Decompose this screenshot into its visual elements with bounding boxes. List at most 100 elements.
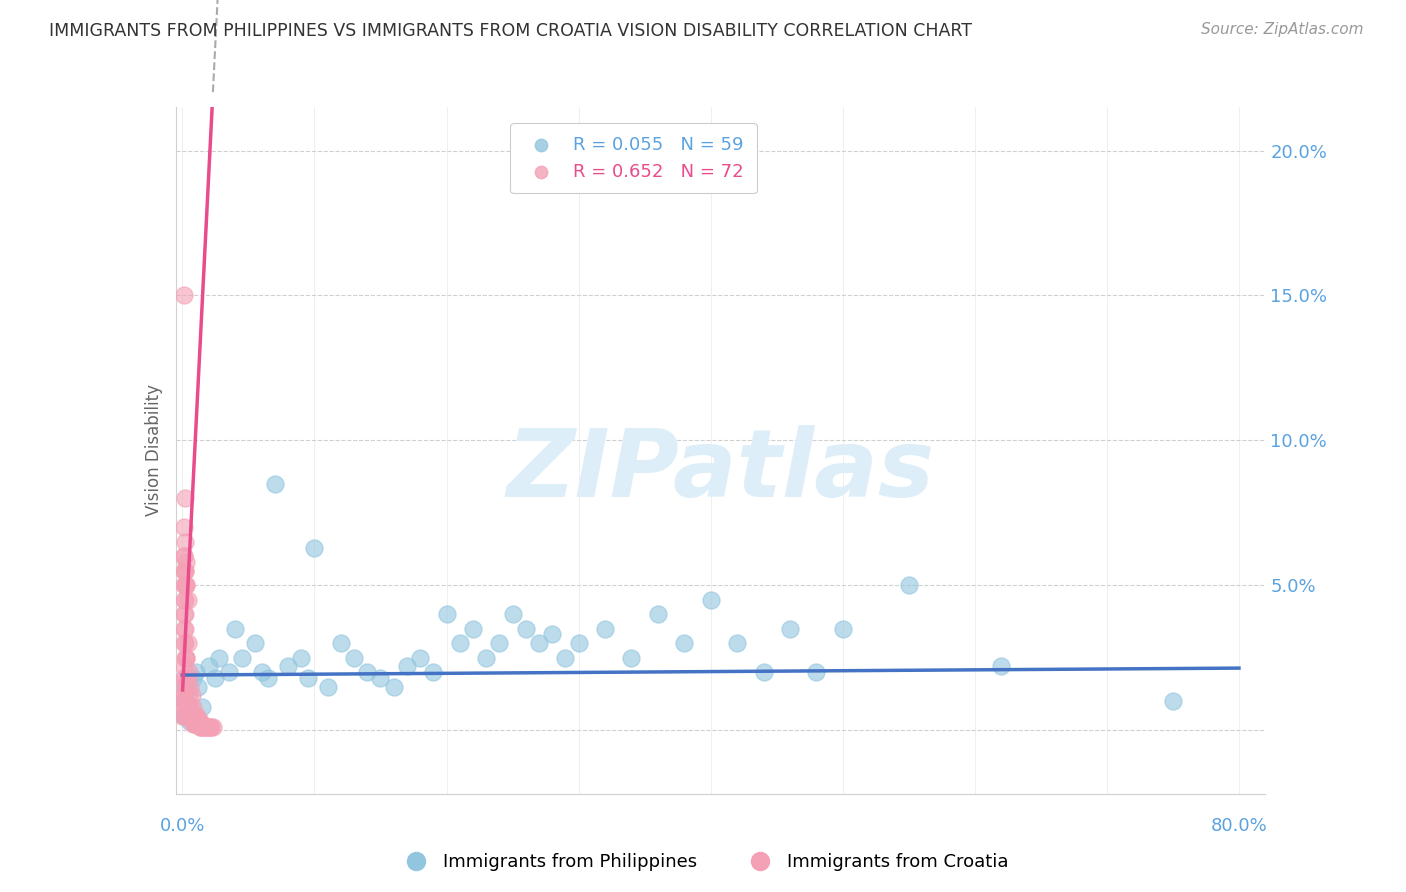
Point <box>176 708 198 723</box>
Point <box>395 659 418 673</box>
Point <box>290 650 312 665</box>
Point <box>329 636 352 650</box>
Point <box>190 717 212 731</box>
Point <box>183 717 205 731</box>
Point <box>620 650 643 665</box>
Point <box>193 720 215 734</box>
Point <box>174 708 197 723</box>
Point <box>191 717 214 731</box>
Point <box>174 694 197 708</box>
Point <box>174 680 197 694</box>
Point <box>200 720 222 734</box>
Point <box>475 650 498 665</box>
Point <box>188 714 211 729</box>
Point <box>174 564 197 578</box>
Point <box>173 288 195 302</box>
Point <box>176 694 198 708</box>
Legend: Immigrants from Philippines, Immigrants from Croatia: Immigrants from Philippines, Immigrants … <box>391 847 1015 879</box>
Legend: R = 0.055   N = 59, R = 0.652   N = 72: R = 0.055 N = 59, R = 0.652 N = 72 <box>510 123 756 194</box>
Point <box>190 720 212 734</box>
Point <box>224 622 246 636</box>
Point <box>436 607 458 622</box>
Point <box>806 665 828 680</box>
Point <box>673 636 696 650</box>
Text: Source: ZipAtlas.com: Source: ZipAtlas.com <box>1201 22 1364 37</box>
Point <box>172 680 194 694</box>
Point <box>243 636 266 650</box>
Point <box>277 659 299 673</box>
Point <box>172 708 194 723</box>
Point <box>174 534 197 549</box>
Point <box>897 578 920 592</box>
Point <box>174 491 197 506</box>
Point <box>779 622 801 636</box>
Point <box>187 712 209 726</box>
Point <box>191 720 214 734</box>
Text: ZIPatlas: ZIPatlas <box>506 425 935 517</box>
Point <box>304 541 326 555</box>
Point <box>176 708 198 723</box>
Point <box>699 592 721 607</box>
Point <box>187 717 209 731</box>
Point <box>174 578 197 592</box>
Point <box>231 650 253 665</box>
Point <box>183 708 205 723</box>
Point <box>201 720 224 734</box>
Point <box>173 592 195 607</box>
Point <box>173 549 195 564</box>
Point <box>647 607 669 622</box>
Point <box>177 665 200 680</box>
Point <box>176 650 198 665</box>
Point <box>218 665 240 680</box>
Point <box>181 717 204 731</box>
Point <box>422 665 444 680</box>
Point <box>449 636 471 650</box>
Point <box>176 592 198 607</box>
Point <box>174 622 197 636</box>
Point <box>725 636 748 650</box>
Point <box>174 636 197 650</box>
Point <box>173 636 195 650</box>
Point <box>173 549 195 564</box>
Point <box>172 694 194 708</box>
Point <box>173 659 195 673</box>
Point <box>316 680 339 694</box>
Point <box>177 708 200 723</box>
Point <box>181 700 204 714</box>
Point <box>180 708 202 723</box>
Point <box>176 680 198 694</box>
Text: 80.0%: 80.0% <box>1211 817 1267 835</box>
Point <box>204 671 226 685</box>
Point <box>173 689 195 703</box>
Point <box>831 622 853 636</box>
Point <box>173 700 195 714</box>
Point <box>191 700 214 714</box>
Point <box>176 578 198 592</box>
Point <box>208 650 231 665</box>
Point <box>568 636 591 650</box>
Point <box>194 720 217 734</box>
Point <box>186 708 208 723</box>
Point <box>174 592 197 607</box>
Point <box>184 717 207 731</box>
Point <box>174 607 197 622</box>
Point <box>176 650 198 665</box>
Point <box>554 650 576 665</box>
Point <box>186 717 208 731</box>
Point <box>174 708 197 723</box>
Point <box>593 622 616 636</box>
Point <box>176 555 198 569</box>
Point <box>174 671 197 685</box>
Point <box>297 671 319 685</box>
Point <box>174 650 197 665</box>
Point <box>257 671 280 685</box>
Point <box>197 659 219 673</box>
Point <box>990 659 1012 673</box>
Y-axis label: Vision Disability: Vision Disability <box>145 384 163 516</box>
Point <box>527 636 550 650</box>
Point <box>188 720 211 734</box>
Point <box>174 564 197 578</box>
Point <box>382 680 405 694</box>
Text: 0.0%: 0.0% <box>160 817 205 835</box>
Point <box>176 700 198 714</box>
